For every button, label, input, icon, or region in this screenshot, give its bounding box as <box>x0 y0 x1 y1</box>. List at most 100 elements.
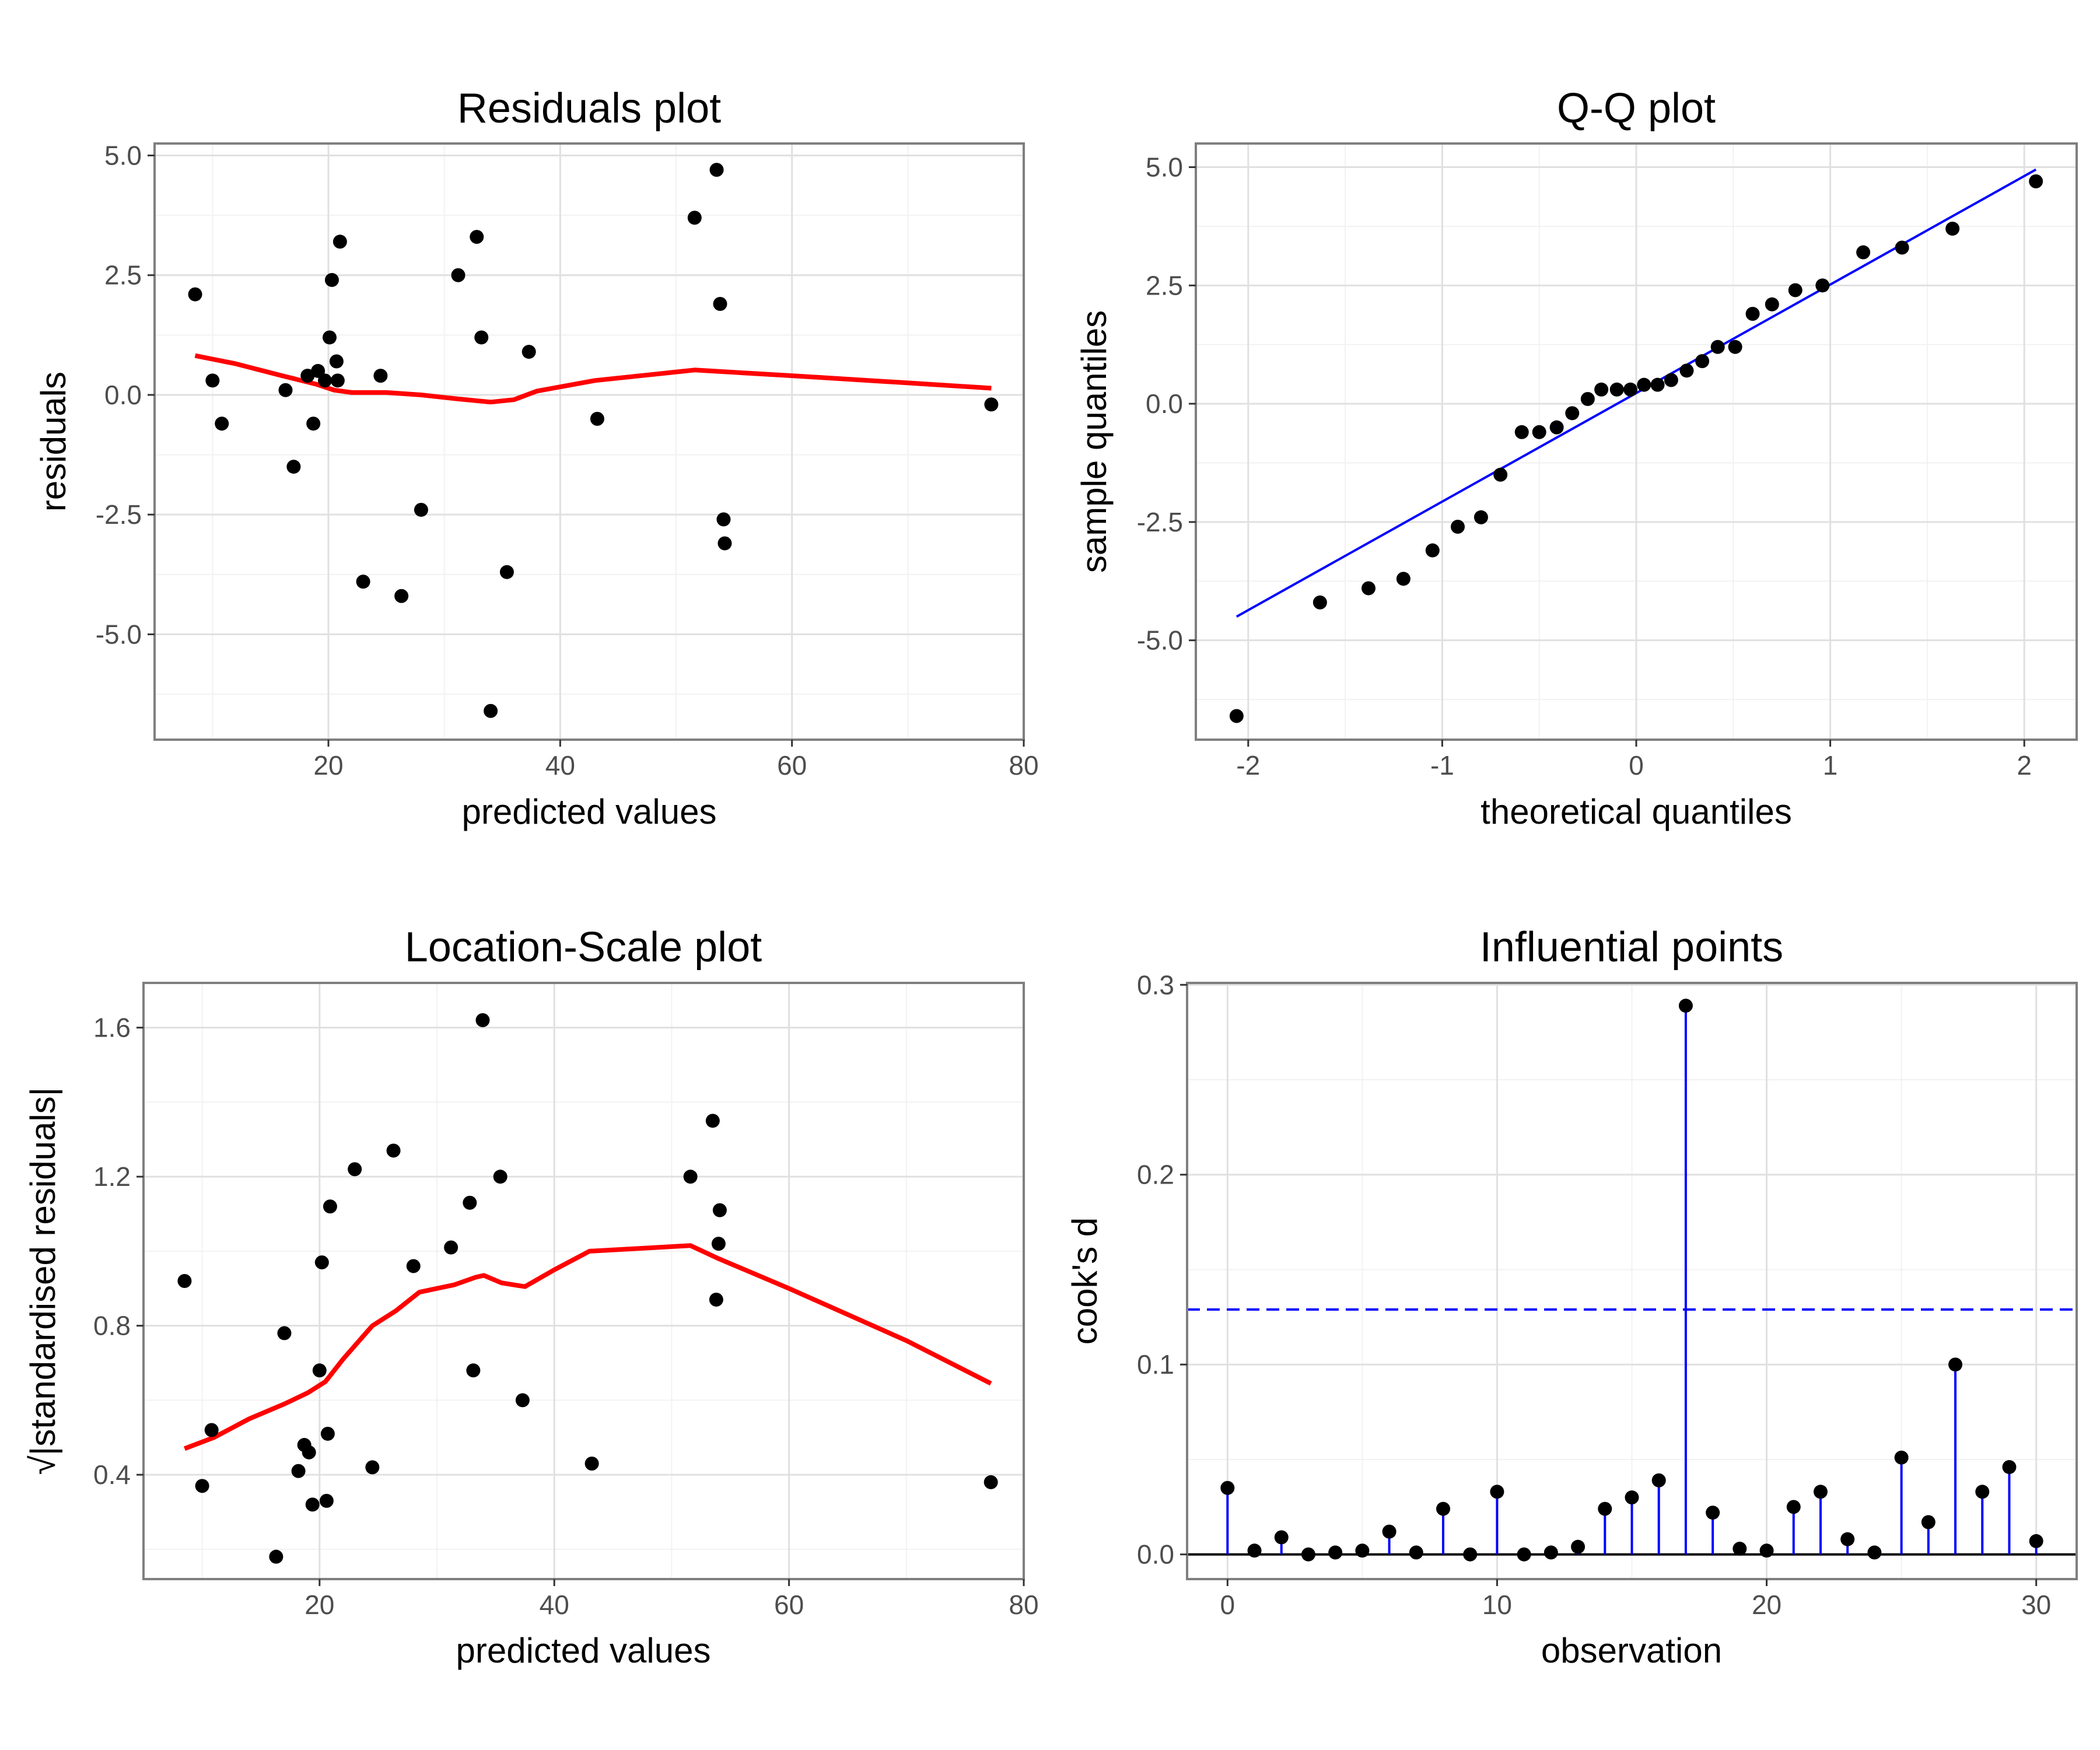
stem-point <box>1355 1544 1370 1558</box>
data-point <box>312 1363 327 1378</box>
data-point <box>515 1393 530 1408</box>
data-point <box>323 1199 337 1214</box>
data-point <box>1594 382 1609 397</box>
data-layer <box>1229 168 2043 723</box>
data-point <box>1815 278 1830 293</box>
data-point <box>709 1292 723 1307</box>
data-point <box>584 1456 599 1471</box>
data-point <box>1679 363 1694 378</box>
data-point <box>277 1326 292 1340</box>
plot-background <box>144 983 1024 1579</box>
data-point <box>1514 425 1529 439</box>
y-tick-label: 0.2 <box>1137 1160 1174 1190</box>
data-point <box>1532 425 1546 439</box>
x-tick-label: 30 <box>2021 1590 2051 1620</box>
data-point <box>1788 283 1803 298</box>
stem-point <box>1948 1357 1963 1372</box>
data-point <box>1580 392 1595 406</box>
data-point <box>332 235 347 249</box>
stem-point <box>1921 1515 1936 1530</box>
location-scale-plot-panel: 20 40 60 80 0.4 0.8 1.2 1.6 Location-Scale plo… <box>23 924 1039 1670</box>
panel-border <box>153 142 1025 741</box>
y-tick-label: -2.5 <box>1137 507 1183 537</box>
chart-title: Residuals plot <box>457 85 721 132</box>
x-axis-ticks: 20 40 60 80 <box>313 740 1039 780</box>
x-axis-ticks: 0 10 20 30 <box>1220 1579 2051 1620</box>
data-point <box>1623 382 1638 397</box>
y-tick-label: -2.5 <box>96 499 142 530</box>
stem-point <box>1867 1545 1882 1560</box>
y-axis-title: √|standardised residuals| <box>23 1087 62 1475</box>
data-point <box>320 1426 335 1441</box>
data-point <box>1229 709 1244 723</box>
data-point <box>1695 354 1710 369</box>
data-point <box>329 354 344 369</box>
data-point <box>278 383 293 397</box>
y-tick-label: 0.3 <box>1137 970 1174 1000</box>
stem-point <box>1706 1506 1720 1520</box>
data-point <box>1765 297 1779 312</box>
data-point <box>188 287 202 302</box>
y-tick-label: -5.0 <box>96 619 142 649</box>
data-point <box>466 1363 481 1378</box>
data-point <box>484 704 498 718</box>
panel-border <box>1186 982 2078 1580</box>
x-tick-label: 80 <box>1009 1590 1038 1620</box>
residuals-plot-panel: 20 40 60 80 -5.0 -2.5 0.0 2.5 5.0 Residuals plo… <box>34 85 1039 831</box>
stem-point <box>1274 1530 1289 1545</box>
y-axis-ticks: -5.0 -2.5 0.0 2.5 5.0 <box>96 141 155 649</box>
stem-point <box>1247 1544 1262 1558</box>
stem-point <box>1490 1485 1504 1499</box>
y-axis-title: sample quantiles <box>1074 310 1114 573</box>
chart-title: Location-Scale plot <box>405 924 762 971</box>
x-axis-title: observation <box>1541 1631 1722 1670</box>
data-point <box>470 230 484 244</box>
data-point <box>683 1170 698 1184</box>
data-point <box>1549 420 1564 435</box>
x-tick-label: 20 <box>304 1590 334 1620</box>
stem-point <box>1732 1541 1747 1556</box>
data-point <box>712 1203 727 1217</box>
stem-point <box>1463 1547 1478 1562</box>
x-tick-label: 40 <box>540 1590 569 1620</box>
y-tick-label: -5.0 <box>1137 625 1183 656</box>
y-tick-label: 5.0 <box>1146 152 1183 183</box>
y-tick-label: 0.0 <box>104 380 142 410</box>
data-point <box>1493 467 1508 482</box>
y-tick-label: 5.0 <box>104 141 142 171</box>
x-axis-ticks: 20 40 60 80 <box>304 1579 1039 1620</box>
x-tick-label: 80 <box>1009 750 1038 780</box>
x-tick-label: -1 <box>1430 750 1454 780</box>
data-point <box>356 575 370 589</box>
data-point <box>286 460 301 474</box>
stem-point <box>1759 1544 1774 1558</box>
chart-title: Influential points <box>1480 924 1783 971</box>
stem-point <box>1409 1545 1423 1560</box>
data-point <box>414 502 428 517</box>
x-tick-label: 40 <box>545 750 575 780</box>
data-point <box>318 373 332 388</box>
data-point <box>522 345 536 359</box>
data-point <box>711 1237 726 1251</box>
stem-point <box>1544 1545 1558 1560</box>
data-point <box>302 1445 316 1460</box>
data-point <box>215 416 229 431</box>
chart-title: Q-Q plot <box>1557 85 1716 132</box>
y-tick-label: 1.6 <box>93 1013 131 1043</box>
stem-point <box>1598 1502 1612 1516</box>
data-point <box>177 1274 192 1288</box>
stem-point <box>1301 1547 1315 1562</box>
y-tick-label: 0.8 <box>93 1311 131 1341</box>
data-point <box>687 211 702 225</box>
stem-point <box>1220 1480 1235 1495</box>
stem-point <box>1813 1485 1828 1499</box>
grid-lines <box>1196 144 2077 740</box>
x-tick-label: 20 <box>1752 1590 1782 1620</box>
data-point <box>365 1460 380 1475</box>
stem-point <box>2029 1534 2043 1548</box>
stem-point <box>1328 1545 1343 1560</box>
data-point <box>1710 340 1725 354</box>
data-point <box>474 330 489 345</box>
stem-point <box>2002 1460 2017 1474</box>
